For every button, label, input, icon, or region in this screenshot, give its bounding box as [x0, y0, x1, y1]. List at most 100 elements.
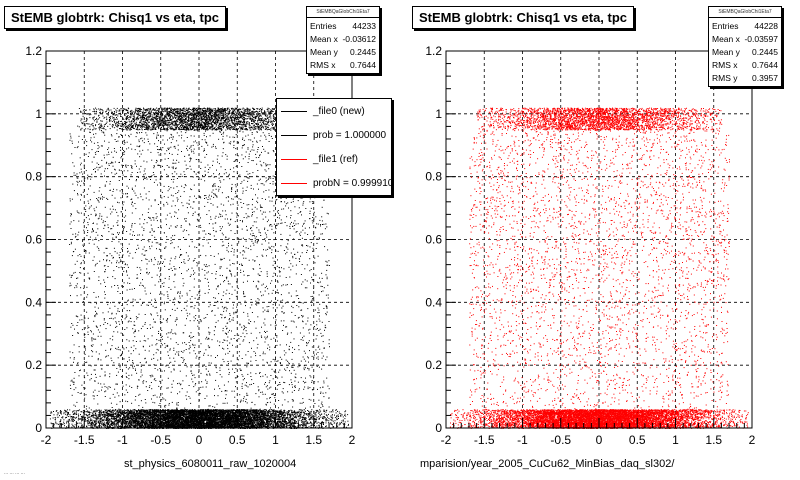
scatter-point	[87, 415, 89, 417]
scatter-point	[150, 426, 152, 428]
scatter-point	[285, 422, 287, 424]
scatter-point	[236, 413, 238, 415]
scatter-point	[332, 420, 334, 422]
scatter-point	[219, 409, 221, 411]
scatter-point	[268, 423, 270, 425]
scatter-point	[257, 416, 259, 418]
scatter-point	[329, 411, 331, 413]
scatter-point	[325, 410, 327, 412]
scatter-point	[275, 413, 277, 415]
scatter-point	[336, 416, 338, 418]
scatter-point	[181, 410, 183, 412]
scatter-point	[246, 421, 247, 423]
scatter-point	[301, 410, 303, 411]
scatter-point	[100, 418, 102, 420]
scatter-point	[77, 419, 79, 421]
scatter-point	[121, 410, 123, 412]
scatter-point	[72, 411, 73, 413]
scatter-point	[103, 421, 105, 423]
scatter-point	[294, 410, 296, 412]
scatter-point	[58, 423, 60, 425]
scatter-point	[99, 416, 101, 418]
scatter-point	[169, 410, 171, 412]
scatter-point	[287, 413, 289, 415]
scatter-point	[93, 411, 95, 413]
scatter-point	[315, 415, 317, 417]
scatter-point	[66, 411, 68, 413]
scatter-point	[127, 412, 129, 414]
scatter-point	[313, 422, 315, 423]
scatter-point	[77, 413, 79, 415]
scatter-point	[263, 424, 265, 426]
scatter-point	[109, 409, 111, 411]
scatter-point	[55, 422, 57, 424]
scatter-point	[314, 425, 315, 426]
scatter-point	[139, 420, 141, 422]
scatter-point	[80, 411, 82, 413]
scatter-point	[109, 410, 111, 412]
scatter-point	[120, 409, 122, 411]
scatter-point	[76, 416, 77, 418]
scatter-point	[265, 422, 267, 424]
scatter-point	[332, 409, 333, 411]
scatter-point	[194, 416, 195, 418]
scatter-point	[284, 412, 286, 414]
scatter-point	[123, 414, 125, 416]
scatter-point	[278, 410, 280, 412]
scatter-point	[62, 423, 64, 425]
scatter-point	[242, 414, 244, 416]
scatter-point	[75, 411, 77, 413]
scatter-point	[310, 410, 312, 412]
scatter-plot-left: -2 -1.5 -1 -0.5 0 0.5 1 1.5 200.20.40.60.811.2	[25, 44, 355, 447]
scatter-point	[339, 413, 341, 414]
scatter-point	[139, 424, 141, 425]
scatter-point	[292, 418, 294, 420]
scatter-point	[259, 420, 261, 422]
scatter-point	[263, 414, 265, 416]
scatter-point	[204, 424, 206, 426]
scatter-point	[57, 416, 59, 418]
scatter-point	[105, 414, 106, 416]
scatter-point	[125, 409, 127, 411]
scatter-point	[146, 412, 147, 414]
scatter-point	[71, 416, 72, 417]
scatter-point	[284, 415, 286, 417]
scatter-point	[125, 410, 126, 412]
scatter-point	[300, 425, 302, 427]
scatter-point	[216, 414, 218, 415]
scatter-point	[108, 420, 110, 422]
scatter-point	[330, 417, 332, 418]
scatter-point	[120, 410, 122, 412]
scatter-point	[101, 412, 102, 414]
scatter-point	[316, 425, 318, 427]
scatter-point	[253, 426, 255, 428]
scatter-point	[273, 421, 275, 423]
scatter-point	[308, 415, 310, 417]
scatter-point	[316, 416, 318, 418]
scatter-point	[90, 425, 91, 427]
scatter-point	[261, 417, 263, 419]
scatter-point	[120, 413, 122, 415]
scatter-point	[246, 424, 248, 426]
scatter-point	[108, 411, 110, 413]
scatter-point	[328, 413, 329, 415]
scatter-point	[110, 423, 112, 425]
scatter-point	[296, 414, 298, 416]
scatter-point	[133, 415, 135, 417]
scatter-point	[258, 415, 260, 417]
scatter-point	[152, 412, 154, 413]
scatter-point	[123, 410, 125, 412]
scatter-point	[75, 422, 77, 424]
scatter-point	[280, 426, 282, 428]
scatter-point	[116, 417, 118, 419]
scatter-point	[331, 411, 332, 413]
scatter-point	[259, 422, 261, 424]
scatter-point	[78, 426, 79, 428]
scatter-point	[296, 421, 298, 423]
scatter-point	[269, 419, 271, 421]
scatter-point	[189, 423, 191, 425]
scatter-point	[95, 425, 97, 427]
scatter-point	[147, 409, 149, 411]
scatter-point	[211, 423, 213, 424]
scatter-point	[169, 409, 171, 411]
